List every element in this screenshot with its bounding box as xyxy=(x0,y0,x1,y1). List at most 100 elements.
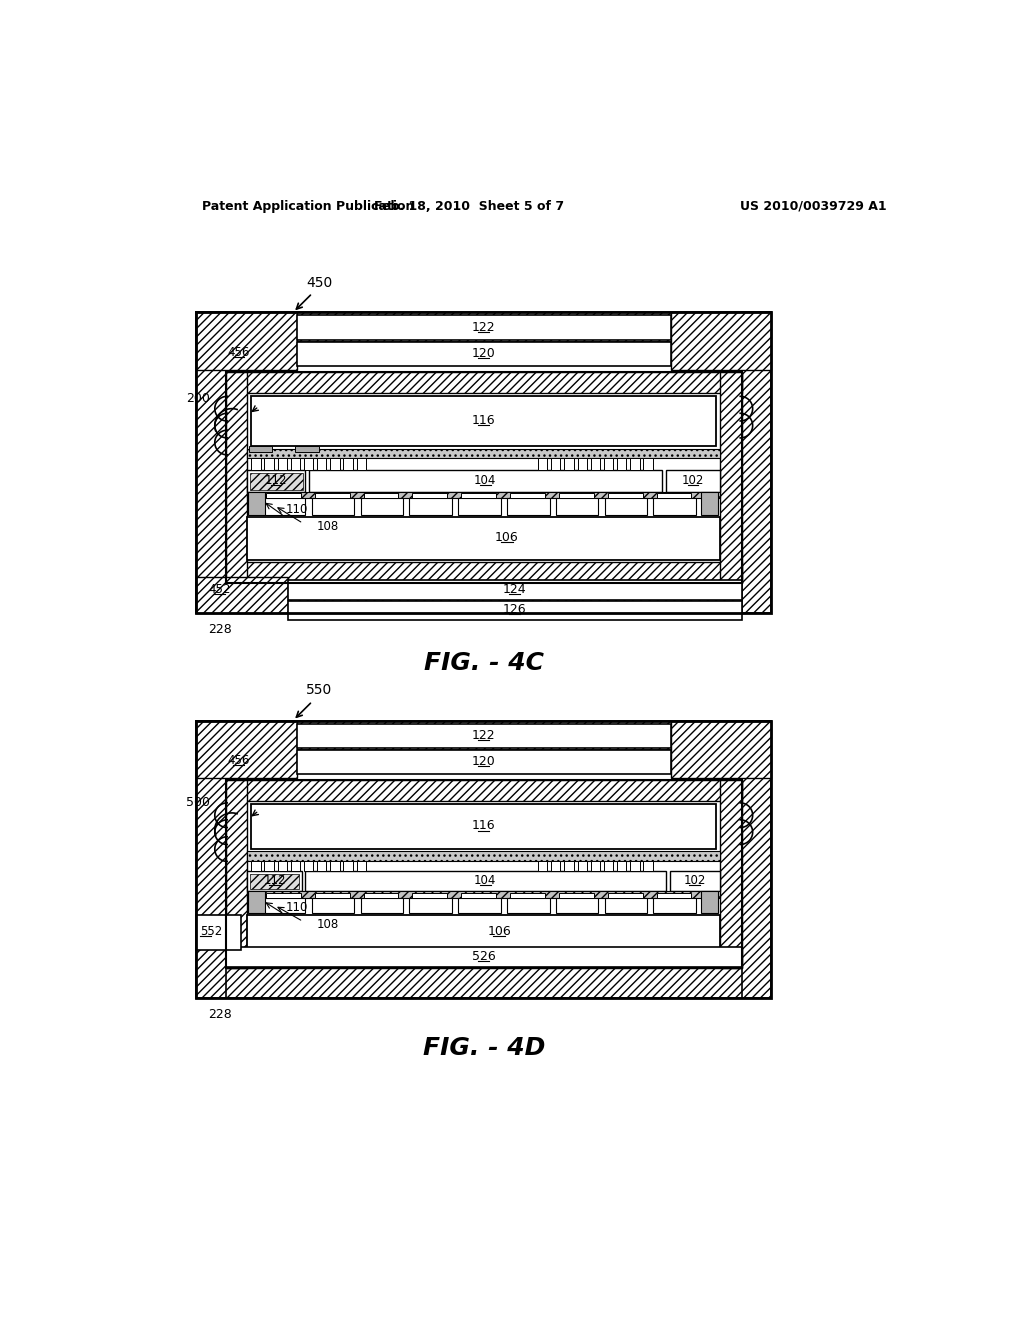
Text: 102: 102 xyxy=(682,474,705,487)
Bar xyxy=(410,898,452,913)
Bar xyxy=(604,898,647,913)
Bar xyxy=(656,892,691,898)
Bar xyxy=(458,498,501,515)
Bar xyxy=(671,721,771,779)
Bar xyxy=(630,861,640,871)
Bar xyxy=(564,458,573,470)
Bar xyxy=(197,577,288,612)
Text: 104: 104 xyxy=(474,474,497,487)
Bar xyxy=(607,492,643,498)
Bar xyxy=(741,721,771,998)
Bar xyxy=(356,861,366,871)
Text: 122: 122 xyxy=(472,321,496,334)
Bar xyxy=(197,969,771,998)
Bar xyxy=(461,492,496,498)
Bar xyxy=(248,492,265,515)
Bar xyxy=(360,898,403,913)
Bar xyxy=(578,458,587,470)
Bar xyxy=(591,458,600,470)
Bar xyxy=(288,601,741,619)
Bar xyxy=(317,458,327,470)
Bar xyxy=(604,861,613,871)
Bar xyxy=(248,915,720,950)
Text: 102: 102 xyxy=(683,874,706,887)
Bar xyxy=(309,470,662,492)
Bar xyxy=(197,721,771,998)
Text: 126: 126 xyxy=(503,603,526,616)
Bar xyxy=(331,458,340,470)
Bar xyxy=(538,458,547,470)
Bar xyxy=(331,861,340,871)
Bar xyxy=(251,861,260,871)
Bar xyxy=(507,498,550,515)
Bar xyxy=(700,891,718,913)
Bar xyxy=(671,313,771,370)
Bar xyxy=(364,892,398,898)
Bar xyxy=(248,492,720,498)
Text: FIG. - 4C: FIG. - 4C xyxy=(424,651,544,675)
Bar xyxy=(305,871,666,891)
Text: 550: 550 xyxy=(306,682,333,697)
Bar xyxy=(304,458,313,470)
Bar xyxy=(197,313,771,342)
Text: 112: 112 xyxy=(265,474,288,487)
Bar xyxy=(604,498,647,515)
Bar xyxy=(225,372,741,583)
Text: 456: 456 xyxy=(227,346,250,359)
Bar xyxy=(556,498,598,515)
Bar xyxy=(248,449,720,458)
Bar xyxy=(197,313,297,370)
Text: 112: 112 xyxy=(263,874,286,887)
Bar xyxy=(197,313,225,612)
Bar xyxy=(564,861,573,871)
Bar xyxy=(507,898,550,913)
Bar xyxy=(251,458,260,470)
Bar xyxy=(197,583,771,612)
Text: 124: 124 xyxy=(503,583,526,597)
Bar xyxy=(225,562,741,583)
Bar xyxy=(551,458,560,470)
Bar xyxy=(317,861,327,871)
Bar xyxy=(291,458,300,470)
Bar xyxy=(643,458,652,470)
Bar xyxy=(314,892,349,898)
Bar xyxy=(197,721,297,779)
Bar xyxy=(197,721,225,998)
Bar xyxy=(225,750,741,969)
Text: US 2010/0039729 A1: US 2010/0039729 A1 xyxy=(740,199,887,213)
Bar xyxy=(297,750,671,775)
Bar xyxy=(653,898,696,913)
Bar xyxy=(297,342,671,367)
Bar xyxy=(266,892,301,898)
Text: 228: 228 xyxy=(208,1008,231,1022)
Bar xyxy=(510,892,545,898)
Bar xyxy=(604,458,613,470)
Bar xyxy=(538,861,547,871)
Bar xyxy=(461,892,496,898)
Bar xyxy=(249,446,272,451)
Bar xyxy=(248,871,302,891)
Bar xyxy=(653,498,696,515)
Bar xyxy=(248,891,265,913)
Bar xyxy=(356,458,366,470)
Bar xyxy=(304,861,313,871)
Bar xyxy=(656,492,691,498)
Bar xyxy=(617,458,627,470)
Text: 200: 200 xyxy=(186,392,210,405)
Bar xyxy=(297,723,671,748)
Bar xyxy=(225,946,741,966)
Bar xyxy=(295,446,318,451)
Bar xyxy=(264,458,273,470)
Text: 450: 450 xyxy=(306,276,333,290)
Bar xyxy=(510,492,545,498)
Bar xyxy=(360,498,403,515)
Text: 106: 106 xyxy=(495,531,519,544)
Bar xyxy=(559,492,594,498)
Text: 500: 500 xyxy=(186,796,210,809)
Bar xyxy=(556,898,598,913)
Text: Patent Application Publication: Patent Application Publication xyxy=(202,199,414,213)
Bar xyxy=(225,342,741,583)
Bar xyxy=(251,396,716,446)
Text: 108: 108 xyxy=(317,520,339,533)
Bar xyxy=(617,861,627,871)
